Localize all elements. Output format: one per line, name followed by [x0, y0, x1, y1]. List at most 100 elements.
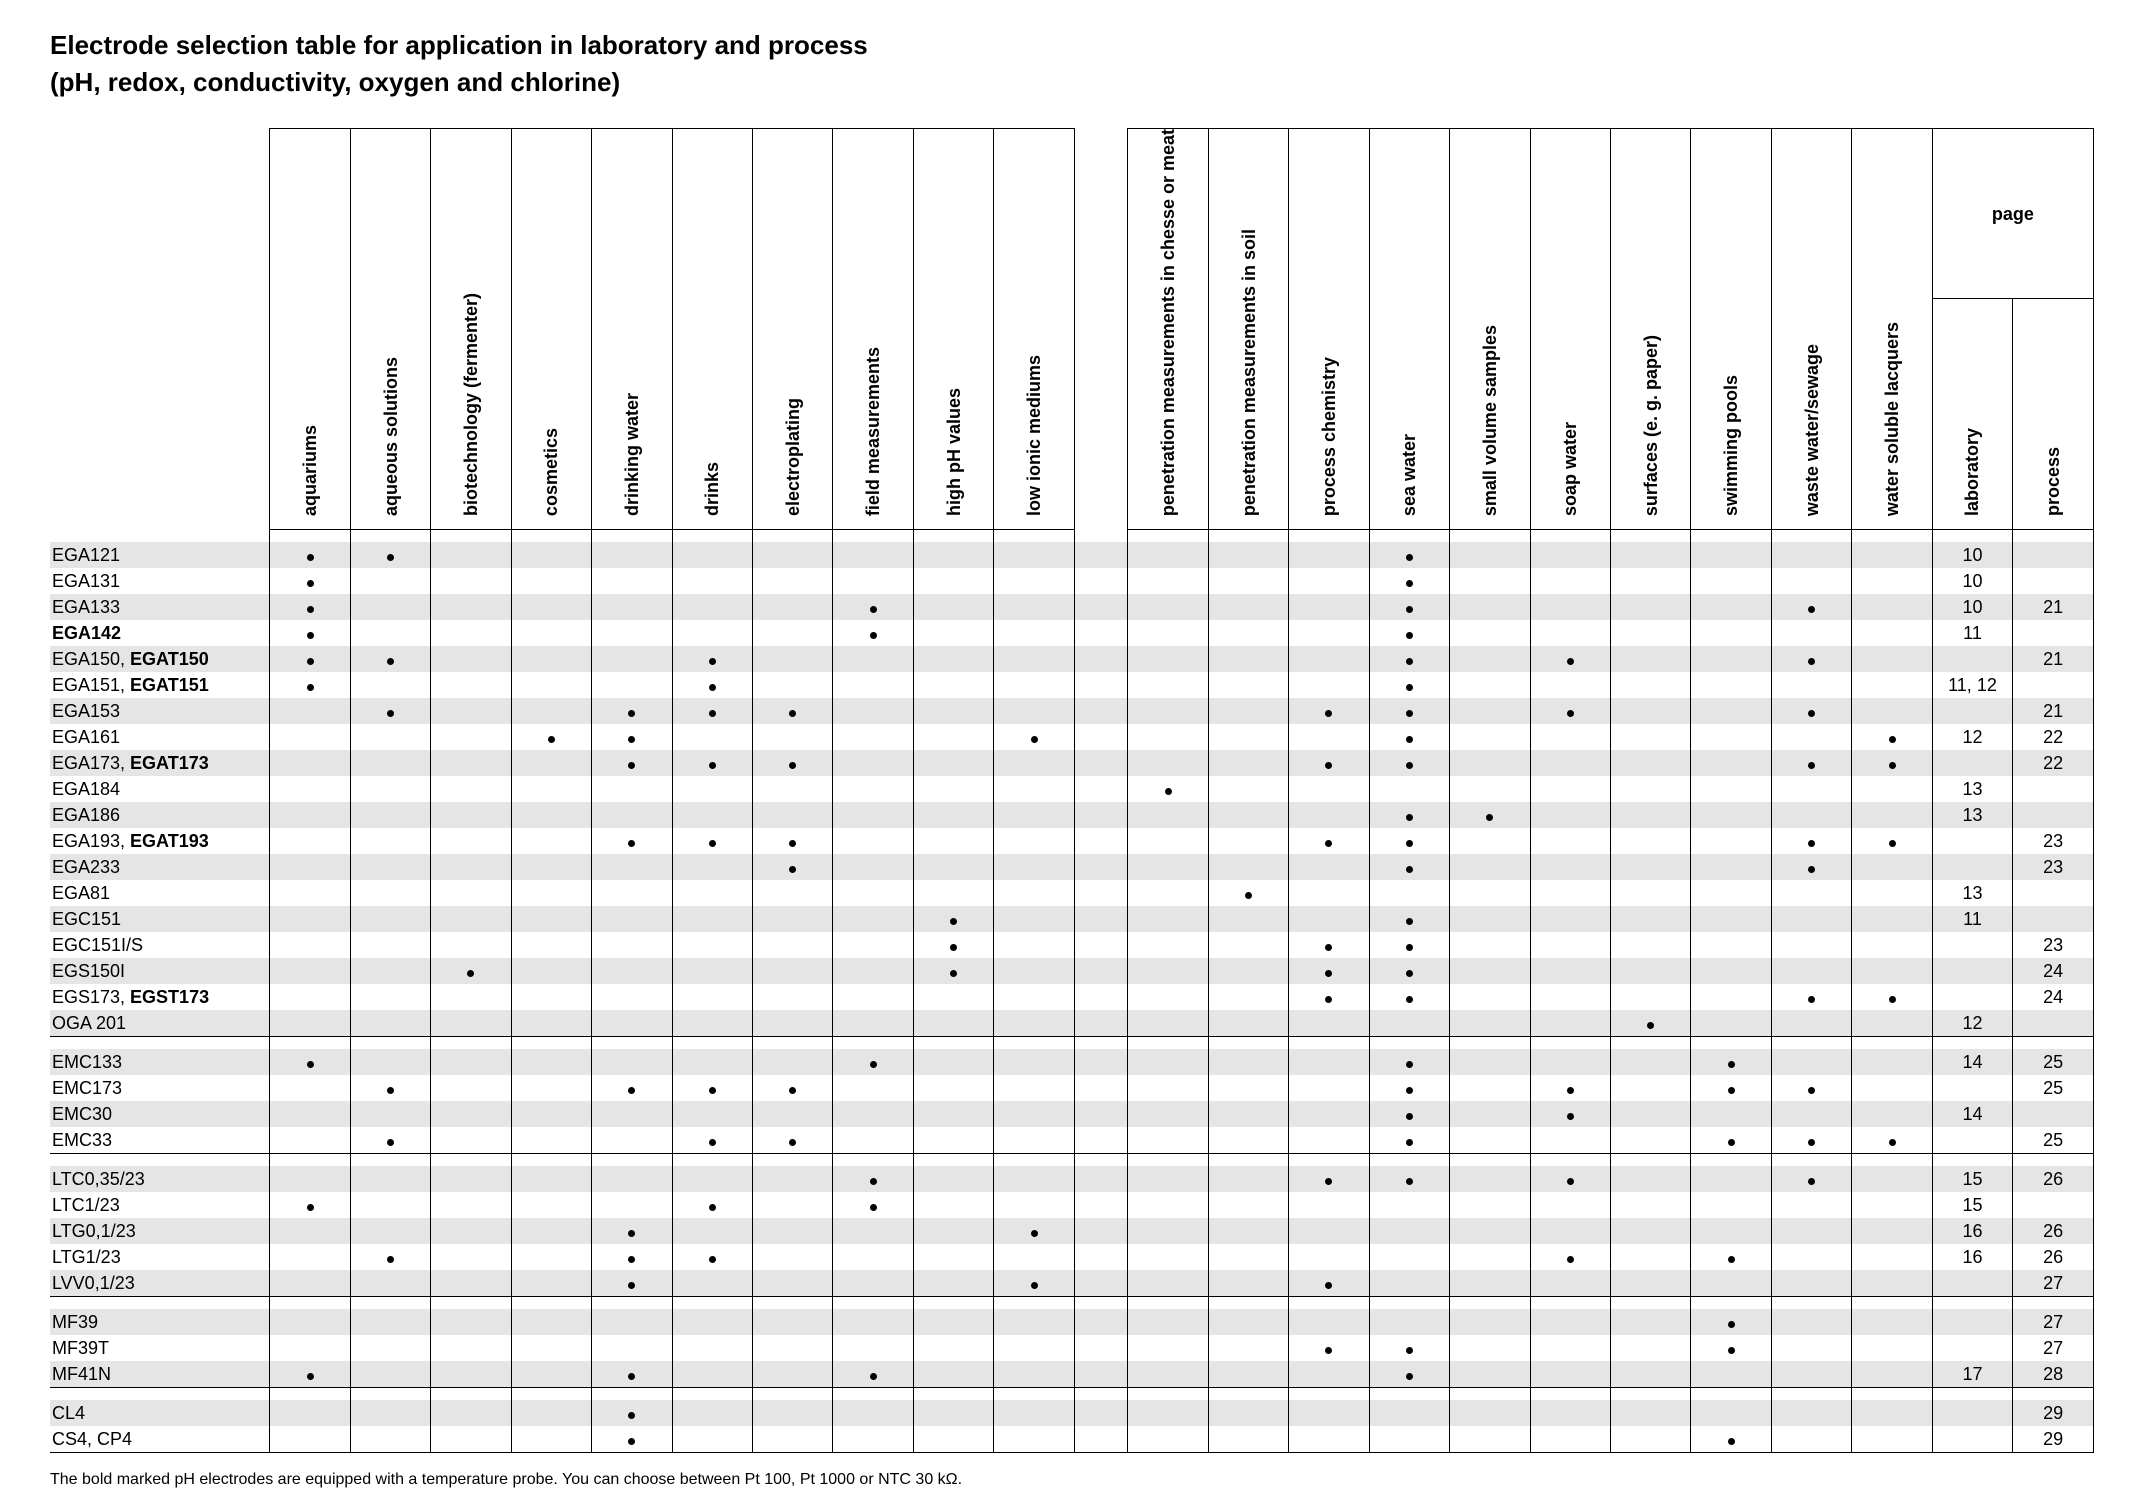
page-cell [1932, 646, 2012, 672]
dot-cell [753, 672, 833, 698]
dot-cell [270, 984, 350, 1010]
col-header: aquariums [270, 129, 350, 530]
page-cell: 11 [1932, 620, 2012, 646]
dot-cell [1530, 542, 1610, 568]
page-cell: 13 [1932, 776, 2012, 802]
dot-cell [913, 620, 993, 646]
table-row: EGC151I/S23 [50, 932, 2094, 958]
page-cell: 10 [1932, 594, 2012, 620]
dot-cell [833, 1192, 913, 1218]
dot-cell [1771, 1101, 1851, 1127]
dot-cell [1611, 1127, 1691, 1154]
dot-cell [270, 698, 350, 724]
dot-cell [350, 1361, 430, 1388]
page-cell: 16 [1932, 1244, 2012, 1270]
dot-cell [1289, 1101, 1369, 1127]
dot-cell [1771, 1400, 1851, 1426]
dot-cell [1691, 1049, 1771, 1075]
dot-cell [350, 542, 430, 568]
page-cell: 14 [1932, 1101, 2012, 1127]
dot-cell [511, 542, 591, 568]
dot-cell [1369, 672, 1449, 698]
dot-cell [592, 1049, 672, 1075]
dot-cell [913, 1270, 993, 1297]
dot-cell [592, 776, 672, 802]
row-label: EGA186 [50, 802, 270, 828]
dot-cell [1128, 802, 1208, 828]
row-label: EGC151I/S [50, 932, 270, 958]
dot-cell [350, 1309, 430, 1335]
dot-cell [1530, 1166, 1610, 1192]
dot-cell [913, 1127, 993, 1154]
dot-cell [1369, 1270, 1449, 1297]
dot-cell [913, 1361, 993, 1388]
row-label: EGA150, EGAT150 [50, 646, 270, 672]
dot-cell [1852, 698, 1932, 724]
dot-cell [753, 542, 833, 568]
dot-cell [753, 802, 833, 828]
dot-cell [753, 1127, 833, 1154]
dot-cell [1450, 724, 1530, 750]
dot-cell [1611, 1426, 1691, 1453]
dot-cell [753, 1166, 833, 1192]
dot-cell [431, 1166, 511, 1192]
dot-cell [1611, 620, 1691, 646]
dot-cell [1611, 906, 1691, 932]
row-label: CS4, CP4 [50, 1426, 270, 1453]
dot-cell [1852, 646, 1932, 672]
dot-cell [913, 958, 993, 984]
dot-cell [753, 1270, 833, 1297]
dot-cell [1450, 880, 1530, 906]
dot-cell [1611, 1192, 1691, 1218]
page-cell [1932, 1426, 2012, 1453]
dot-cell [1450, 1426, 1530, 1453]
dot-cell [1369, 568, 1449, 594]
page-cell: 29 [2013, 1400, 2094, 1426]
dot-cell [1771, 542, 1851, 568]
dot-cell [672, 724, 752, 750]
dot-cell [511, 724, 591, 750]
dot-cell [1691, 672, 1771, 698]
dot-cell [1289, 854, 1369, 880]
dot-cell [1771, 1192, 1851, 1218]
dot-cell [1369, 1127, 1449, 1154]
row-label: LTG0,1/23 [50, 1218, 270, 1244]
dot-cell [672, 880, 752, 906]
dot-cell [1208, 1426, 1288, 1453]
dot-cell [753, 1101, 833, 1127]
dot-cell [833, 1335, 913, 1361]
dot-cell [1128, 1400, 1208, 1426]
dot-cell [1852, 880, 1932, 906]
row-label: EGA193, EGAT193 [50, 828, 270, 854]
col-header: penetration measurements in chesse or me… [1128, 129, 1208, 530]
dot-cell [1369, 1101, 1449, 1127]
dot-cell [431, 1270, 511, 1297]
dot-cell [1450, 698, 1530, 724]
dot-cell [1530, 672, 1610, 698]
dot-cell [1852, 1309, 1932, 1335]
row-label: EGA151, EGAT151 [50, 672, 270, 698]
dot-cell [913, 750, 993, 776]
dot-cell [1771, 958, 1851, 984]
dot-cell [270, 1335, 350, 1361]
dot-cell [833, 854, 913, 880]
dot-cell [511, 854, 591, 880]
dot-cell [511, 1049, 591, 1075]
page-cell: 14 [1932, 1049, 2012, 1075]
dot-cell [1771, 1361, 1851, 1388]
dot-cell [994, 1127, 1074, 1154]
dot-cell [994, 646, 1074, 672]
dot-cell [592, 568, 672, 594]
dot-cell [511, 1166, 591, 1192]
dot-cell [1771, 1426, 1851, 1453]
dot-cell [1530, 568, 1610, 594]
dot-cell [672, 1192, 752, 1218]
dot-cell [1611, 1075, 1691, 1101]
dot-cell [753, 854, 833, 880]
col-header: soap water [1530, 129, 1610, 530]
dot-cell [994, 1400, 1074, 1426]
dot-cell [1611, 880, 1691, 906]
dot-cell [994, 984, 1074, 1010]
table-row: LTG1/231626 [50, 1244, 2094, 1270]
dot-cell [1691, 568, 1771, 594]
